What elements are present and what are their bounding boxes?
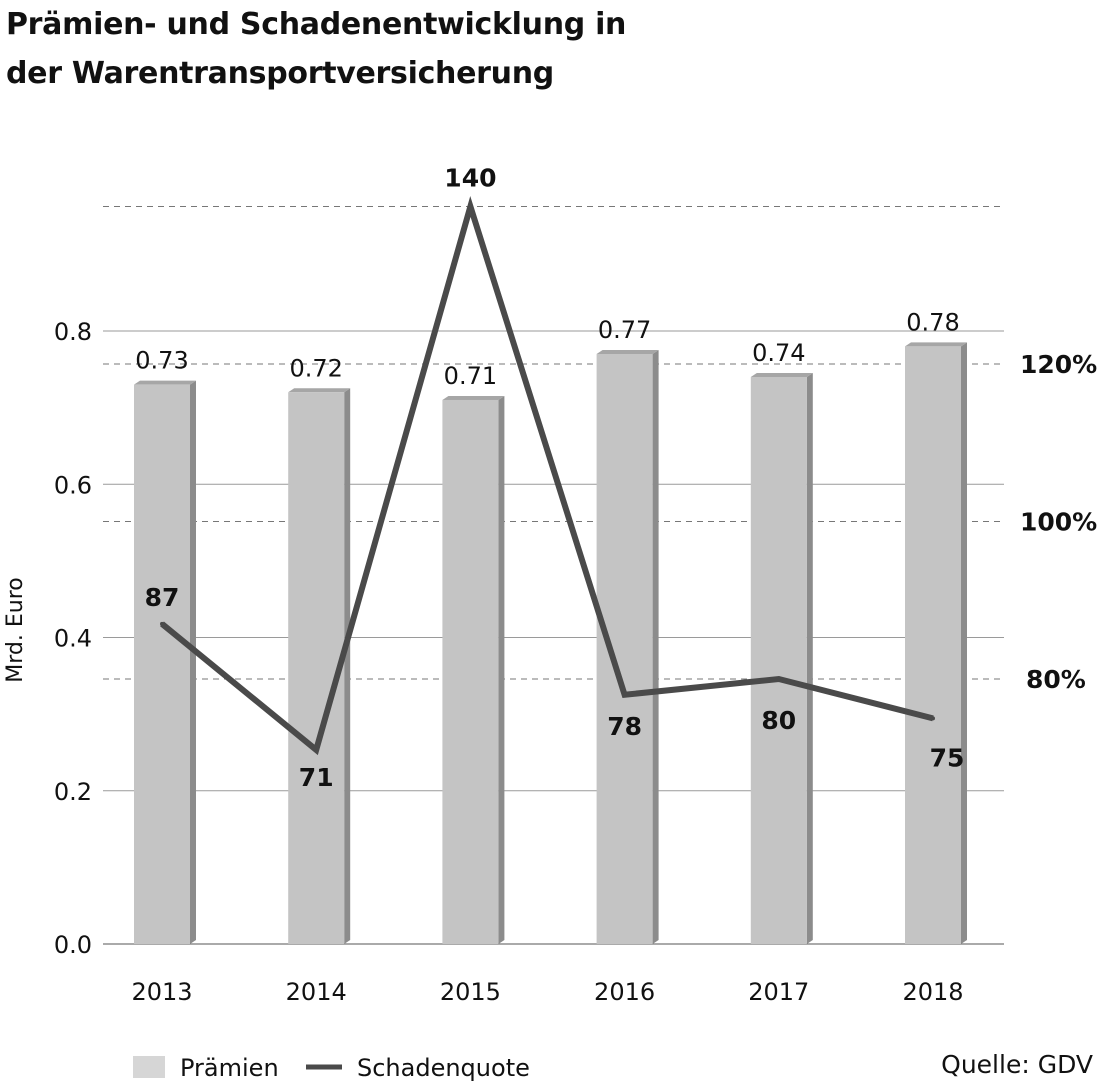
right-tick-label: 120% xyxy=(1020,350,1097,379)
line-point xyxy=(468,204,473,209)
y-tick-label: 0.8 xyxy=(54,318,92,346)
bar xyxy=(905,346,961,944)
x-tick-label: 2014 xyxy=(286,978,347,1006)
right-tick-label: 100% xyxy=(1020,508,1097,537)
right-tick-label: 80% xyxy=(1026,665,1086,694)
line-point xyxy=(931,716,935,721)
line-point xyxy=(622,692,627,697)
bar-side xyxy=(961,342,967,944)
bar-data-label: 0.74 xyxy=(752,339,805,367)
chart-title: Prämien- und Schadenentwicklung in der W… xyxy=(6,0,626,98)
bar-side xyxy=(806,372,813,945)
line-data-label: 75 xyxy=(930,743,965,772)
bar xyxy=(750,376,807,945)
schadenquote-line xyxy=(160,196,934,756)
bar-top xyxy=(442,395,505,400)
bar-top xyxy=(288,388,351,393)
line-point xyxy=(776,677,781,681)
line-data-label: 71 xyxy=(299,763,334,792)
x-tick-label: 2017 xyxy=(748,978,809,1006)
bar-top xyxy=(596,349,659,354)
bar-data-label: 0.78 xyxy=(906,308,959,336)
x-tick-label: 2016 xyxy=(594,978,655,1006)
line-data-label: 140 xyxy=(444,164,496,193)
bar xyxy=(596,353,653,944)
bar-data-label: 0.73 xyxy=(135,347,188,375)
y-tick-label: 0.6 xyxy=(54,471,92,499)
y-tick-label: 0.0 xyxy=(54,931,92,959)
x-tick-label: 2013 xyxy=(131,978,192,1006)
source-note: Quelle: GDV xyxy=(941,1050,1093,1079)
bar-side xyxy=(498,395,505,944)
bar-data-label: 0.71 xyxy=(444,362,497,390)
legend-swatch-bar xyxy=(133,1056,165,1078)
bar-top xyxy=(905,342,967,347)
legend-label-line: Schadenquote xyxy=(357,1054,530,1082)
line-point xyxy=(314,747,319,752)
chart-title-line-1: Prämien- und Schadenentwicklung in xyxy=(6,7,627,42)
bar xyxy=(134,384,190,944)
x-tick-label: 2018 xyxy=(902,978,963,1006)
y-tick-label: 0.2 xyxy=(54,778,92,806)
line-point xyxy=(160,621,164,626)
chart-title-line-2: der Warentransportversicherung xyxy=(6,56,554,91)
y-axis-label: Mrd. Euro xyxy=(3,577,28,682)
line-data-label: 78 xyxy=(607,712,642,741)
y-tick-label: 0.4 xyxy=(54,625,92,653)
bar-side xyxy=(652,349,659,944)
bar-side xyxy=(190,380,196,944)
bar-side xyxy=(344,388,351,944)
bar-top xyxy=(750,372,813,377)
line-data-label: 80 xyxy=(761,706,796,735)
line-data-label: 87 xyxy=(145,583,180,612)
legend-label-bar: Prämien xyxy=(180,1054,279,1082)
bar-data-label: 0.72 xyxy=(289,354,342,382)
x-tick-label: 2015 xyxy=(440,978,501,1006)
bar xyxy=(442,399,499,944)
bar-top xyxy=(134,380,196,385)
bar-data-label: 0.77 xyxy=(598,316,651,344)
bar xyxy=(288,392,345,944)
